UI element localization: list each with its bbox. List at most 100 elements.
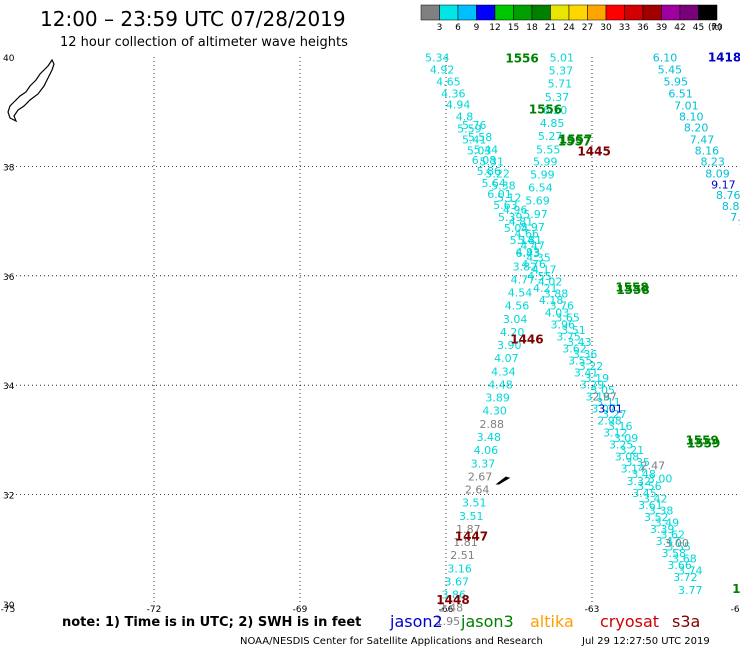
swh-value: 4.77 — [511, 273, 536, 286]
swh-value: 3.19 — [585, 372, 610, 385]
swh-value: 5.34 — [425, 51, 450, 64]
swh-value: 3.89 — [485, 392, 510, 405]
swh-value: 3.39 — [650, 523, 675, 536]
swh-value: 5.14 — [510, 234, 535, 247]
colorbar-swatch — [624, 4, 644, 21]
swh-value: 3.35 — [625, 456, 650, 469]
swh-value: 5.69 — [525, 195, 550, 208]
swh-value: 3.55 — [666, 540, 691, 553]
swh-value: 5.86 — [477, 165, 502, 178]
colorbar-tick: 45 — [693, 23, 704, 33]
swh-value: 4.02 — [538, 276, 563, 289]
colorbar-tick: 42 — [674, 23, 685, 33]
colorbar-swatch — [439, 4, 459, 21]
swh-value: 5.31 — [479, 155, 504, 168]
swh-value: 3.22 — [579, 360, 604, 373]
colorbar-tick: 21 — [545, 23, 556, 33]
swh-value: 3.14 — [621, 463, 646, 476]
pass-time: 1445 — [577, 144, 610, 158]
map-title: 12:00 – 23:59 UTC 07/28/2019 — [40, 7, 346, 31]
swh-value: 5.04 — [504, 222, 529, 235]
swh-value: 3.43 — [567, 336, 592, 349]
swh-value: 5.64 — [481, 177, 506, 190]
swh-value: 4.21 — [533, 282, 558, 295]
colorbar-swatch — [605, 4, 625, 21]
swh-value: 4.76 — [521, 258, 546, 271]
swh-value: 5.01 — [550, 51, 575, 64]
colorbar-swatch — [642, 4, 662, 21]
legend-jason3: jason3 — [460, 612, 514, 631]
swh-value: 3.38 — [649, 504, 674, 517]
swh-value: 5.71 — [548, 78, 573, 91]
swh-value: 3.36 — [573, 348, 598, 361]
colorbar-tick: 24 — [563, 23, 575, 33]
swh-value: 3.16 — [447, 562, 472, 575]
coastline-nova-scotia — [7, 58, 55, 123]
swh-value: 5.76 — [462, 119, 487, 132]
pass-time: 1557 — [558, 135, 591, 149]
swh-value: 3.41 — [574, 366, 599, 379]
swh-value: 3.18 — [586, 391, 611, 404]
swh-value: 5.99 — [530, 168, 555, 181]
swh-value: 5.99 — [533, 155, 558, 168]
swh-value: 4.18 — [539, 294, 564, 307]
swh-value: 6.10 — [653, 51, 678, 64]
swh-value: 8.09 — [705, 167, 730, 180]
swh-value: 5.38 — [491, 179, 516, 192]
swh-value: 4.66 — [515, 228, 540, 241]
swh-value: 3.00 — [648, 473, 673, 486]
swh-value: 6.01 — [487, 188, 512, 201]
swh-value: 4.35 — [526, 252, 551, 265]
swh-colorbar: 3 6 9 12 15 18 21 24 27 30 33 36 39 42 45 70 — [420, 4, 723, 33]
lon-label: -63 — [585, 605, 600, 615]
swh-value: 6.54 — [528, 182, 553, 195]
swh-value: 4.20 — [500, 326, 525, 339]
colorbar-tick: 3 — [437, 23, 443, 33]
colorbar-swatch — [531, 4, 551, 21]
pass-time: 1557 — [559, 132, 592, 146]
swh-value: 5.12 — [497, 191, 522, 204]
colorbar-tick: 30 — [600, 23, 612, 33]
colorbar-tick: 27 — [582, 23, 593, 33]
swh-value: 4.34 — [491, 365, 516, 378]
swh-value: 3.05 — [590, 384, 615, 397]
swh-value: 3.52 — [644, 511, 669, 524]
swh-value: 8.23 — [700, 155, 725, 168]
pass-time: 1447 — [455, 530, 488, 544]
colorbar-swatch — [420, 4, 440, 21]
swh-value: 4.03 — [545, 306, 570, 319]
swh-value: 7.8 — [730, 211, 740, 224]
colorbar-tick: 12 — [489, 23, 500, 33]
lat-label: 30 — [3, 601, 15, 611]
legend-altika: altika — [530, 612, 574, 631]
swh-value: 3.55 — [568, 354, 593, 367]
swh-value: 3.65 — [555, 312, 580, 325]
swh-value: 5.95 — [663, 75, 688, 88]
swh-value: 5.63 — [493, 199, 518, 212]
swh-value: 3.62 — [661, 528, 686, 541]
lat-label: 40 — [3, 54, 15, 64]
map-subtitle: 12 hour collection of altimeter wave hei… — [60, 35, 348, 50]
swh-value: 5.37 — [549, 65, 574, 78]
colorbar-tick: 9 — [474, 23, 480, 33]
lon-label: -75 — [1, 605, 16, 615]
pass-time: 1556 — [505, 51, 538, 65]
legend-s3a: s3a — [672, 612, 700, 631]
altimeter-tracks: 5.344.924.654.364.944.85.595.415.036.085… — [425, 51, 740, 627]
swh-value: 3.51 — [459, 510, 484, 523]
swh-value: 5.59 — [457, 122, 482, 135]
swh-value: 3.07 — [591, 403, 616, 416]
pass-time: 1558 — [615, 281, 648, 295]
swh-value: 3.75 — [556, 330, 581, 343]
bermuda-island — [495, 476, 511, 485]
colorbar-swatch — [550, 4, 570, 21]
swh-value: 4.85 — [540, 117, 565, 130]
swh-value: 1.95 — [436, 615, 461, 628]
swh-value: 2.51 — [450, 549, 475, 562]
swh-value: 4.96 — [503, 203, 528, 216]
swh-value: 3.96 — [551, 318, 576, 331]
swh-value: 3.77 — [678, 584, 703, 597]
swh-value: 6.08 — [472, 154, 497, 167]
swh-value: 4.06 — [474, 444, 499, 457]
